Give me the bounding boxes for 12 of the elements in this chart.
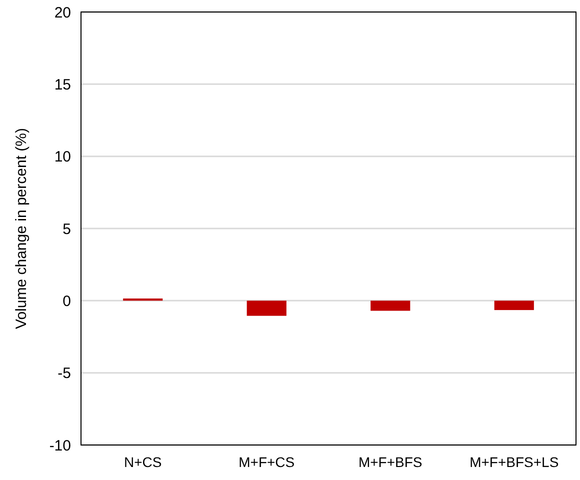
y-tick-label: -10 <box>49 437 71 454</box>
y-tick-label: 5 <box>62 220 71 238</box>
x-tick-label: M+F+BFS <box>358 454 422 470</box>
x-tick-label: N+CS <box>124 454 162 470</box>
x-tick-label: M+F+CS <box>238 454 295 470</box>
y-tick-label: 0 <box>62 292 71 310</box>
y-tick-label: 15 <box>54 76 71 94</box>
y-tick-label: 20 <box>54 4 71 22</box>
x-tick-label: M+F+BFS+LS <box>470 454 559 470</box>
y-axis-title: Volume change in percent (%) <box>13 128 30 329</box>
y-tick-label: -5 <box>58 365 71 382</box>
y-tick-label: 10 <box>54 148 71 166</box>
